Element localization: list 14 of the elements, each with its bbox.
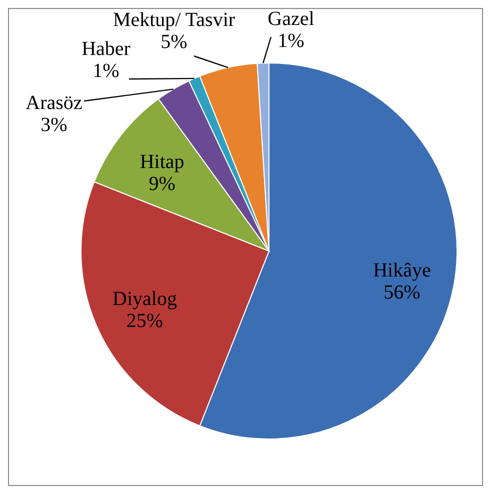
slice-label: Diyalog bbox=[112, 288, 177, 310]
slice-label: Arasöz bbox=[26, 92, 82, 114]
slice-label: Mektup/ Tasvir bbox=[112, 9, 236, 31]
data-label: 3% bbox=[40, 114, 68, 136]
slice-label: Hikâye bbox=[373, 259, 431, 282]
data-label: 56% bbox=[384, 281, 420, 304]
data-label: 5% bbox=[160, 31, 188, 53]
data-label: 1% bbox=[278, 30, 304, 52]
slice-label: Haber bbox=[82, 38, 131, 60]
data-label: 25% bbox=[126, 310, 164, 332]
data-label: 9% bbox=[148, 173, 176, 196]
data-label: 1% bbox=[92, 60, 120, 82]
slice-label: Gazel bbox=[268, 8, 315, 30]
slice-label: Hitap bbox=[140, 151, 184, 174]
